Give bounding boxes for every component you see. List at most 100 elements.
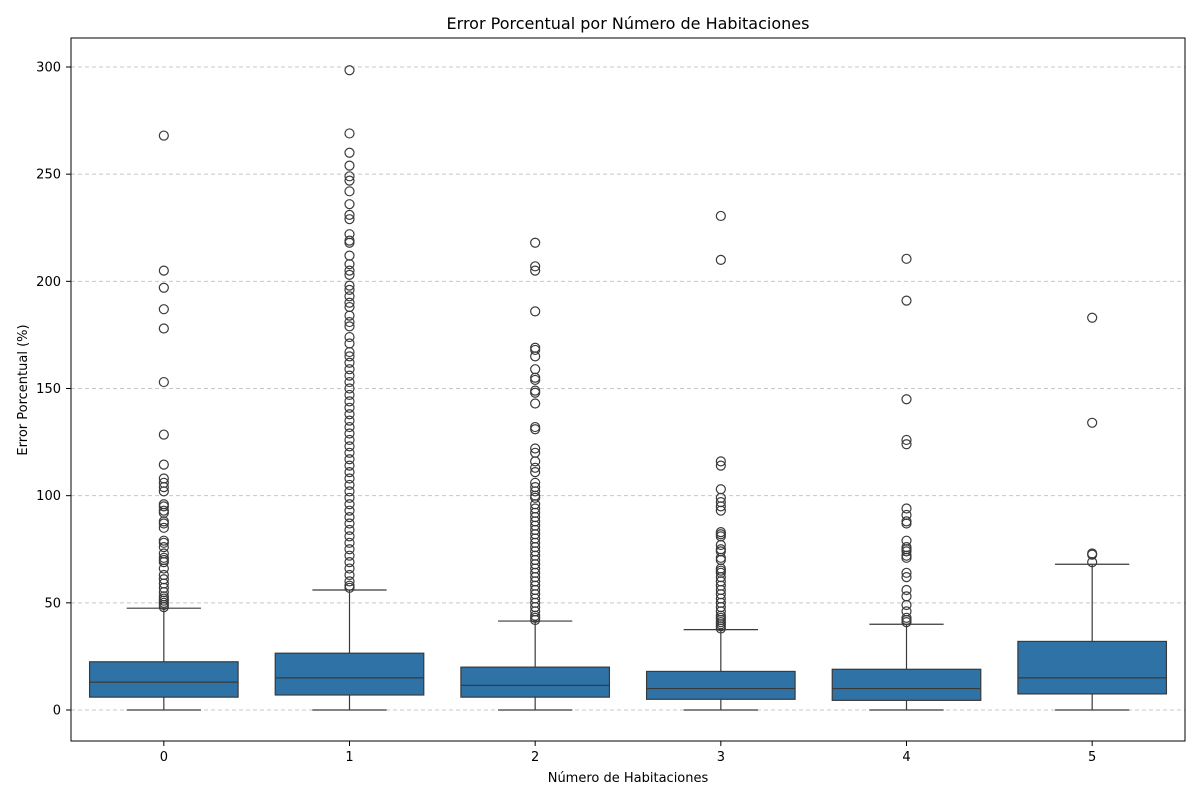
outlier-point [530, 385, 541, 396]
outlier-point [715, 529, 726, 540]
y-tick-label: 250 [36, 168, 61, 183]
outlier-point [344, 396, 355, 407]
outlier-point [530, 342, 541, 353]
outlier-point [530, 265, 541, 276]
outlier-point [344, 421, 355, 433]
outlier-point [530, 456, 541, 467]
outlier-point [530, 466, 541, 478]
x-tick-label: 4 [902, 750, 910, 765]
outlier-point [901, 572, 912, 583]
outlier-point [715, 484, 726, 495]
y-tick-label: 100 [36, 489, 61, 504]
box-group-5 [1017, 312, 1168, 711]
outlier-point [530, 443, 541, 454]
x-tick-label: 5 [1088, 750, 1096, 765]
outlier-point [901, 439, 912, 450]
outlier-point [901, 518, 912, 529]
outlier-point [344, 409, 355, 420]
box-group-1 [274, 65, 425, 711]
outlier-point [158, 459, 169, 470]
outlier-point [530, 387, 541, 398]
outlier-point [344, 389, 355, 401]
outlier-point [344, 269, 355, 281]
box-iqr [831, 668, 982, 701]
outlier-point [344, 486, 355, 497]
outlier-point [158, 518, 169, 529]
outlier-point [344, 357, 355, 368]
outlier-point [344, 428, 355, 439]
y-tick-label: 0 [53, 704, 61, 719]
outlier-point [344, 473, 355, 484]
y-tick-label: 50 [44, 596, 61, 611]
outlier-point [530, 364, 541, 375]
outlier-point [901, 567, 912, 578]
outlier-point [158, 282, 169, 293]
outlier-point [158, 554, 169, 566]
y-tick-label: 200 [36, 275, 61, 290]
outlier-point [715, 456, 726, 467]
x-tick-label: 2 [531, 750, 539, 765]
outlier-point [901, 295, 912, 306]
outlier-point [344, 454, 355, 465]
outlier-point [715, 539, 726, 551]
box-group-0 [88, 130, 239, 711]
outlier-point [344, 280, 355, 291]
outlier-point [715, 554, 726, 566]
outlier-point [344, 346, 355, 358]
outlier-point [158, 304, 169, 315]
chart-title: Error Porcentual por Número de Habitacio… [447, 14, 810, 33]
outlier-point [530, 261, 541, 272]
outlier-point [344, 531, 355, 542]
outlier-point [158, 481, 169, 493]
box-iqr [274, 652, 425, 696]
outlier-point [901, 591, 912, 602]
outlier-point [344, 505, 355, 516]
outlier-point [530, 486, 541, 497]
outlier-point [158, 501, 169, 512]
box-group-4 [831, 253, 982, 711]
x-axis: 0 1 2 3 4 5 [160, 741, 1096, 765]
outlier-point [530, 372, 541, 383]
outlier-point [344, 310, 355, 321]
outlier-point [344, 237, 355, 248]
outlier-point [344, 479, 355, 491]
outlier-point [344, 544, 355, 555]
outlier-point [158, 602, 169, 613]
plot-frame [70, 37, 1186, 742]
outlier-point [715, 210, 726, 222]
outlier-point [344, 338, 355, 349]
outlier-point [530, 344, 541, 356]
box-iqr [460, 666, 611, 698]
outlier-point [344, 511, 355, 523]
outlier-point [530, 398, 541, 409]
box-group-3 [645, 210, 796, 711]
outlier-point [901, 614, 912, 626]
outlier-point [344, 370, 355, 381]
outlier-point [344, 297, 355, 308]
x-axis-title: Número de Habitaciones [548, 771, 709, 786]
outlier-point [344, 492, 355, 503]
outlier-point [344, 250, 355, 261]
box-group-2 [460, 237, 611, 711]
outlier-point [901, 503, 912, 514]
x-tick-label: 1 [345, 750, 353, 765]
y-tick-label: 150 [36, 382, 61, 397]
outlier-point [344, 376, 355, 388]
outlier-point [530, 462, 541, 473]
outlier-point [158, 563, 169, 574]
outlier-point [901, 253, 912, 264]
outlier-point [158, 265, 169, 276]
outlier-point [344, 186, 355, 197]
outlier-point [530, 306, 541, 317]
outlier-point [158, 542, 169, 553]
box-iqr [645, 670, 796, 700]
outlier-point [901, 434, 912, 446]
outlier-point [715, 460, 726, 471]
outlier-point [901, 552, 912, 563]
outlier-point [344, 175, 355, 186]
outlier-point [344, 321, 355, 332]
outlier-point [344, 291, 355, 302]
outlier-point [530, 237, 541, 248]
outlier-point [715, 505, 726, 516]
outlier-point [158, 323, 169, 334]
